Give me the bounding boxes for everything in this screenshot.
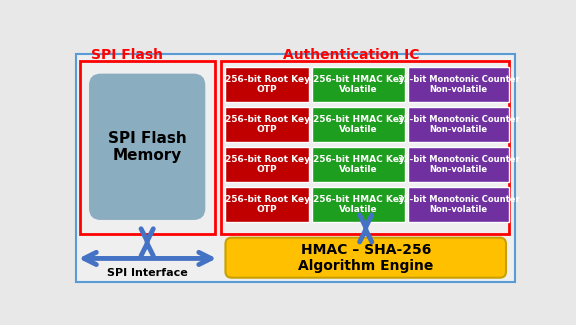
FancyBboxPatch shape [225,238,506,278]
Text: 256-bit HMAC Key
Volatile: 256-bit HMAC Key Volatile [313,115,404,134]
Text: SPI Interface: SPI Interface [107,268,188,279]
FancyBboxPatch shape [408,107,509,142]
Text: 256-bit HMAC Key
Volatile: 256-bit HMAC Key Volatile [313,155,404,174]
Text: HMAC – SHA-256
Algorithm Engine: HMAC – SHA-256 Algorithm Engine [298,242,433,273]
FancyBboxPatch shape [225,67,309,102]
Text: 256-bit Root Key
OTP: 256-bit Root Key OTP [225,195,310,214]
FancyBboxPatch shape [408,147,509,182]
Text: 256-bit HMAC Key
Volatile: 256-bit HMAC Key Volatile [313,195,404,214]
FancyBboxPatch shape [76,54,514,281]
Text: 256-bit HMAC Key
Volatile: 256-bit HMAC Key Volatile [313,75,404,94]
FancyBboxPatch shape [79,60,215,234]
Text: 256-bit Root Key
OTP: 256-bit Root Key OTP [225,75,310,94]
Text: 256-bit Root Key
OTP: 256-bit Root Key OTP [225,115,310,134]
FancyBboxPatch shape [408,67,509,102]
FancyBboxPatch shape [312,67,406,102]
Text: 32-bit Monotonic Counter
Non-volatile: 32-bit Monotonic Counter Non-volatile [398,195,520,214]
Text: Authentication IC: Authentication IC [283,48,419,62]
FancyBboxPatch shape [408,187,509,222]
FancyBboxPatch shape [221,60,509,234]
Text: 32-bit Monotonic Counter
Non-volatile: 32-bit Monotonic Counter Non-volatile [398,155,520,174]
Text: SPI Flash: SPI Flash [92,48,164,62]
FancyBboxPatch shape [89,74,205,220]
Text: 32-bit Monotonic Counter
Non-volatile: 32-bit Monotonic Counter Non-volatile [398,115,520,134]
FancyBboxPatch shape [312,147,406,182]
FancyBboxPatch shape [225,147,309,182]
FancyBboxPatch shape [312,187,406,222]
Text: 32-bit Monotonic Counter
Non-volatile: 32-bit Monotonic Counter Non-volatile [398,75,520,94]
FancyBboxPatch shape [312,107,406,142]
FancyBboxPatch shape [225,107,309,142]
Text: SPI Flash
Memory: SPI Flash Memory [108,131,187,163]
Text: 256-bit Root Key
OTP: 256-bit Root Key OTP [225,155,310,174]
FancyBboxPatch shape [225,187,309,222]
